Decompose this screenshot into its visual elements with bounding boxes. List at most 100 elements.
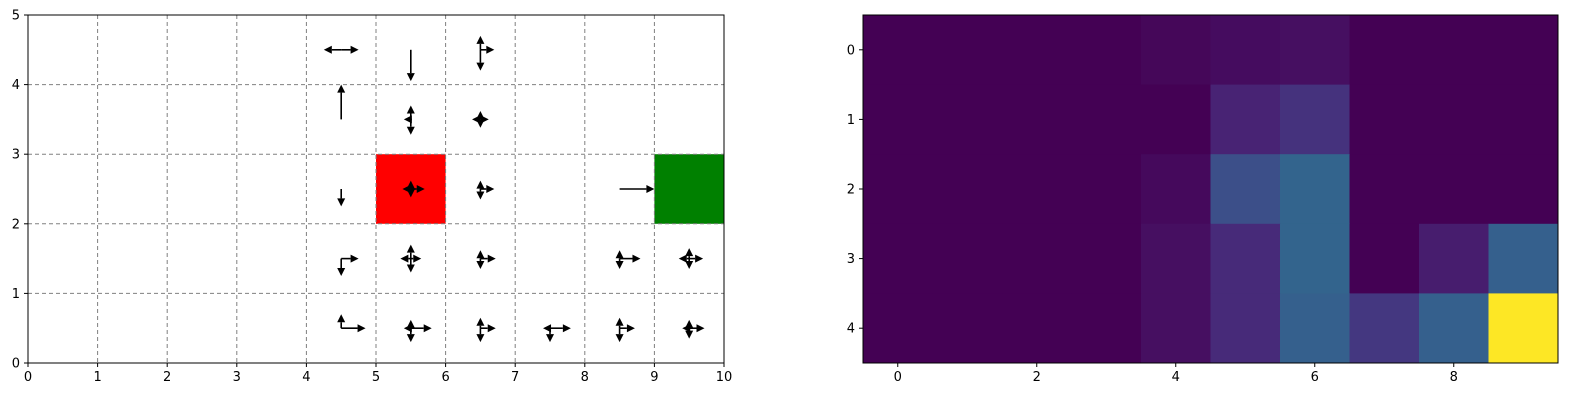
x-tick-label: 9	[650, 370, 658, 385]
heatmap-cell	[1071, 223, 1142, 294]
heatmap-cell	[1419, 84, 1489, 155]
policy-arrow	[476, 328, 485, 343]
policy-arrow	[480, 254, 496, 263]
x-tick-label: 5	[372, 370, 380, 385]
arrow-head	[486, 185, 495, 193]
policy-arrow	[337, 314, 346, 329]
heatmap-cell	[1071, 84, 1142, 155]
y-tick-label: 2	[12, 217, 20, 232]
x-tick-label: 6	[441, 370, 449, 385]
heatmap-cell	[1210, 15, 1281, 86]
policy-arrow	[619, 185, 655, 193]
heatmap-cell	[1349, 84, 1420, 155]
arrow-head	[476, 317, 485, 326]
x-tick-label: 0	[24, 370, 32, 385]
arrow-head	[615, 317, 624, 326]
arrow-head	[486, 45, 495, 54]
arrow-head	[685, 261, 694, 270]
y-tick-label: 1	[12, 287, 20, 302]
policy-arrow	[689, 254, 704, 263]
arrow-head	[350, 254, 359, 263]
heatmap-cell	[932, 223, 1003, 294]
heatmap-cell	[1280, 154, 1350, 225]
y-tick-label: 5	[12, 9, 20, 24]
arrow-head	[615, 261, 624, 270]
heatmap-cell	[1280, 15, 1350, 86]
arrow-head	[476, 62, 485, 71]
arrow-head	[357, 324, 366, 333]
policy-arrow	[682, 324, 691, 333]
policy-arrow	[689, 324, 705, 333]
policy-arrow	[406, 258, 415, 273]
heatmap-cell	[1210, 154, 1281, 225]
heatmap-cell	[1071, 15, 1142, 86]
y-tick-label: 0	[12, 357, 20, 372]
policy-arrow	[410, 185, 425, 193]
arrow-head	[626, 324, 635, 333]
policy-grid-plot: 0 1 2 3 4 5 6 7 8 9 10 0 1 2 3 4 5	[12, 9, 733, 386]
heatmap-cell	[1210, 84, 1281, 155]
policy-arrow	[410, 254, 422, 263]
policy-arrow	[480, 45, 495, 54]
x-tick-label: 7	[511, 370, 519, 385]
heatmap-cell	[1419, 15, 1489, 86]
arrow-head	[632, 254, 641, 263]
heatmap-cell	[1419, 293, 1489, 364]
policy-arrow	[406, 49, 415, 82]
policy-arrow	[410, 324, 432, 333]
arrow-head	[403, 115, 412, 124]
policy-arrow	[323, 45, 342, 54]
x-tick-label: 2	[163, 370, 171, 385]
arrow-head	[406, 105, 415, 114]
heatmap-cell	[1349, 223, 1420, 294]
x-tick-label: 10	[716, 370, 733, 385]
arrow-head	[337, 314, 346, 323]
arrow-head	[685, 248, 694, 257]
heatmap-cell	[1419, 223, 1489, 294]
heatmap-cell	[863, 15, 933, 86]
arrow-head	[685, 330, 694, 339]
arrow-head	[476, 180, 485, 189]
policy-arrow	[472, 115, 481, 124]
heatmap-cell	[1349, 293, 1420, 364]
policy-arrow	[341, 45, 359, 54]
policy-arrow	[619, 254, 641, 263]
heatmap-cell	[1419, 154, 1489, 225]
policy-arrow	[476, 35, 485, 50]
arrow-head	[413, 254, 422, 263]
heatmap-cell	[932, 84, 1003, 155]
policy-arrow	[337, 258, 346, 276]
heatmap-cell	[932, 293, 1003, 364]
policy-arrow	[337, 189, 346, 207]
arrow-head	[487, 324, 496, 333]
heatmap-cell	[932, 154, 1003, 225]
heatmap-cell	[1071, 293, 1142, 364]
policy-arrow	[337, 84, 346, 120]
arrow-head	[682, 324, 691, 333]
arrow-head	[323, 45, 332, 54]
policy-arrow	[615, 328, 624, 343]
arrow-head	[480, 115, 489, 124]
heatmap-cell	[1002, 84, 1072, 155]
heatmap-cell	[1488, 154, 1559, 225]
arrow-head	[406, 126, 415, 135]
heatmap-cell	[1141, 15, 1211, 86]
arrow-head	[695, 254, 704, 263]
policy-arrow	[476, 49, 485, 71]
x-tick-label: 4	[1172, 370, 1180, 385]
arrow-head	[615, 334, 624, 343]
arrow-head	[350, 45, 359, 54]
heatmap-cell	[1488, 84, 1559, 155]
policy-arrow	[403, 324, 412, 333]
heatmap-cell	[932, 15, 1003, 86]
x-tick-label: 2	[1033, 370, 1041, 385]
policy-arrow	[678, 254, 690, 263]
policy-arrow	[619, 324, 635, 333]
arrow-head	[406, 73, 415, 82]
policy-arrow	[400, 254, 411, 263]
x-tick-label: 4	[302, 370, 310, 385]
arrow-head	[476, 261, 485, 270]
arrow-head	[543, 324, 552, 333]
y-tick-label: 2	[847, 183, 855, 198]
heatmap-cell	[1280, 84, 1350, 155]
